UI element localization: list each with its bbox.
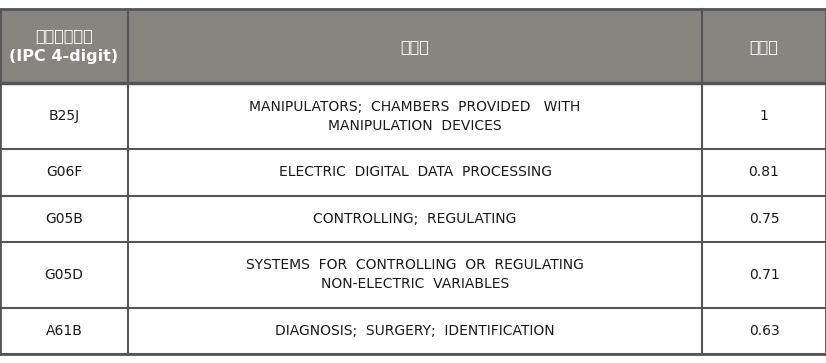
Text: SYSTEMS  FOR  CONTROLLING  OR  REGULATING
NON-ELECTRIC  VARIABLES: SYSTEMS FOR CONTROLLING OR REGULATING NO… [246, 258, 584, 291]
Bar [0, 308, 128, 354]
Text: 중심성: 중심성 [750, 39, 778, 54]
Bar [0, 9, 128, 83]
Text: DIAGNOSIS;  SURGERY;  IDENTIFICATION: DIAGNOSIS; SURGERY; IDENTIFICATION [275, 324, 555, 338]
Text: 0.71: 0.71 [748, 268, 780, 282]
Bar [128, 308, 702, 354]
Text: B25J: B25J [49, 109, 79, 123]
Text: 1: 1 [760, 109, 768, 123]
Bar [702, 196, 826, 242]
Bar [0, 150, 128, 196]
Text: 0.63: 0.63 [748, 324, 780, 338]
Bar [702, 9, 826, 83]
Text: G06F: G06F [45, 166, 83, 179]
Bar [702, 308, 826, 354]
Bar [128, 83, 702, 150]
Bar [128, 9, 702, 83]
Text: 기술명: 기술명 [401, 39, 430, 54]
Bar [702, 242, 826, 308]
Bar [702, 150, 826, 196]
Text: MANIPULATORS;  CHAMBERS  PROVIDED   WITH
MANIPULATION  DEVICES: MANIPULATORS; CHAMBERS PROVIDED WITH MAN… [249, 99, 581, 133]
Text: A61B: A61B [45, 324, 83, 338]
Text: 0.81: 0.81 [748, 166, 780, 179]
Bar [128, 196, 702, 242]
Bar [128, 242, 702, 308]
Text: G05D: G05D [45, 268, 83, 282]
Text: CONTROLLING;  REGULATING: CONTROLLING; REGULATING [313, 212, 517, 225]
Bar [0, 83, 128, 150]
Text: ELECTRIC  DIGITAL  DATA  PROCESSING: ELECTRIC DIGITAL DATA PROCESSING [278, 166, 552, 179]
Bar [0, 242, 128, 308]
Text: G05B: G05B [45, 212, 83, 225]
Text: 0.75: 0.75 [748, 212, 780, 225]
Bar [702, 83, 826, 150]
Bar [0, 196, 128, 242]
Bar [128, 150, 702, 196]
Text: 핵심요소기술
(IPC 4-digit): 핵심요소기술 (IPC 4-digit) [9, 28, 119, 64]
